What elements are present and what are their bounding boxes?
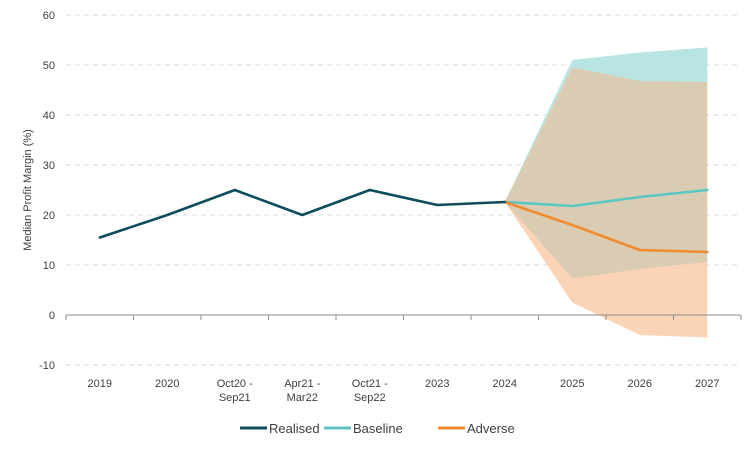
x-tick-label-2026: 2026 — [628, 378, 652, 390]
y-tick-label: 40 — [43, 110, 55, 122]
x-tick-label-apr21-mar22: Apr21 -Mar22 — [284, 378, 320, 404]
x-tick-label-oct21-sep22: Oct21 -Sep22 — [352, 378, 388, 404]
x-tick-label-2023: 2023 — [425, 378, 449, 390]
y-tick-label: 10 — [43, 260, 55, 272]
realised-line — [98, 188, 507, 239]
y-tick-label: 60 — [43, 10, 55, 22]
legend-label-realised: Realised — [269, 421, 320, 436]
legend-label-adverse: Adverse — [467, 421, 515, 436]
legend-label-baseline: Baseline — [353, 421, 403, 436]
range-overlap-band — [504, 67, 708, 279]
x-tick-label-2024: 2024 — [493, 378, 517, 390]
x-tick-label-2020: 2020 — [155, 378, 179, 390]
axes: -10 0 10 20 30 40 50 60 2019 2020 Oct20 -Sep21 Apr2… — [39, 10, 742, 404]
gridlines — [66, 14, 741, 366]
series-lines — [98, 188, 709, 254]
baseline-line — [503, 188, 709, 208]
y-tick-label: 30 — [43, 160, 55, 172]
x-tick-label-2019: 2019 — [88, 378, 112, 390]
adverse-line — [503, 200, 709, 254]
y-tick-label: 20 — [43, 210, 55, 222]
y-tick-label: 50 — [43, 60, 55, 72]
x-tick-label-2027: 2027 — [695, 378, 719, 390]
y-tick-label: -10 — [39, 360, 55, 372]
y-axis-label: Median Profit Margin (%) — [22, 129, 34, 251]
x-tick-label-oct20-sep21: Oct20 -Sep21 — [217, 378, 253, 404]
legend: Realised Baseline Adverse — [240, 421, 515, 436]
x-tick-label-2025: 2025 — [560, 378, 584, 390]
y-tick-label: 0 — [49, 310, 55, 322]
